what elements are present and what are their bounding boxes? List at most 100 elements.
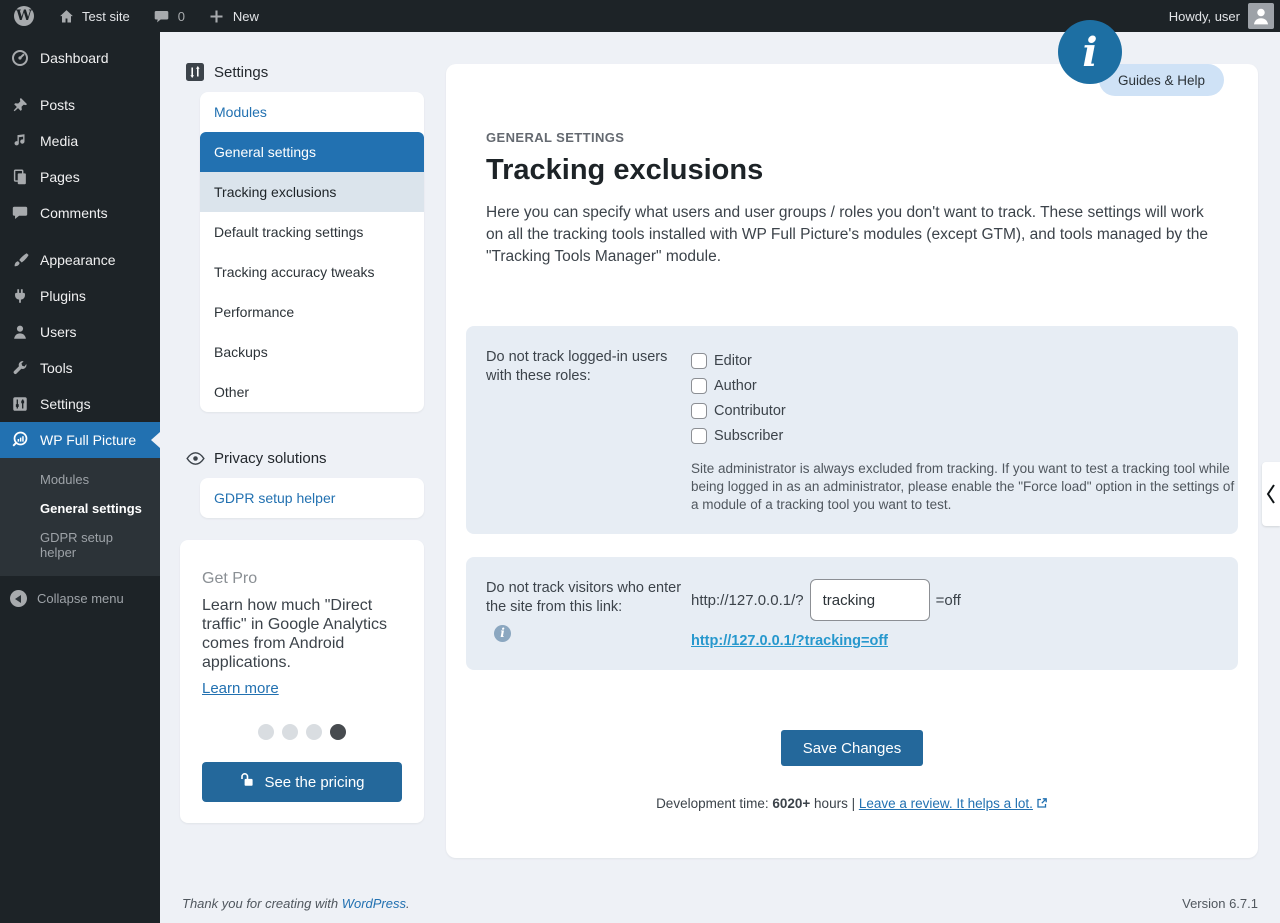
user-avatar[interactable] [1248, 3, 1274, 29]
settings-menu-tracking-accuracy-tweaks[interactable]: Tracking accuracy tweaks [214, 264, 375, 280]
link-field-label: Do not track visitors who enter the site… [486, 580, 682, 642]
sidebar-item-posts[interactable]: Posts [0, 87, 160, 123]
carousel-dot-3[interactable] [306, 724, 322, 740]
see-pricing-button[interactable]: See the pricing [202, 762, 402, 802]
plug-icon [10, 286, 30, 306]
privacy-menu-gdpr-setup-helper[interactable]: GDPR setup helper [214, 490, 336, 506]
settings-panel-icon [185, 62, 205, 82]
admin-sidebar: Dashboard Posts Media Pages Comments [0, 32, 160, 923]
privacy-title: Privacy solutions [214, 449, 327, 467]
sidebar-item-comments[interactable]: Comments [0, 195, 160, 231]
settings-menu-backups[interactable]: Backups [214, 344, 268, 360]
sidebar-item-settings[interactable]: Settings [0, 386, 160, 422]
privacy-menu: GDPR setup helper [200, 478, 424, 518]
sidebar-item-wp-full-picture[interactable]: WP Full Picture [0, 422, 160, 458]
wordpress-link[interactable]: WordPress [341, 896, 406, 911]
settings-menu-general-settings[interactable]: General settings [200, 132, 424, 172]
example-optout-link[interactable]: http://127.0.0.1/?tracking=off [691, 633, 889, 649]
settings-section-header: Settings [185, 62, 268, 82]
development-time-line: Development time: 6020+ hours | Leave a … [486, 796, 1218, 812]
get-pro-title: Get Pro [202, 570, 258, 587]
site-name: Test site [82, 8, 130, 24]
collapse-arrow-icon [10, 590, 27, 607]
admin-bar: W Test site 0 New Howdy, user [0, 0, 1280, 32]
author-checkbox[interactable] [691, 377, 707, 394]
active-menu-arrow [151, 432, 160, 448]
eye-icon [185, 448, 205, 468]
role-option-author[interactable]: Author [691, 373, 1239, 398]
role-option-contributor[interactable]: Contributor [691, 398, 1239, 423]
section-label: GENERAL SETTINGS [486, 130, 625, 145]
get-pro-text: Learn how much "Direct traffic" in Googl… [202, 597, 388, 671]
dev-hours: 6020+ [772, 796, 811, 811]
roles-field-box: Do not track logged-in users with these … [466, 326, 1238, 534]
sidebar-item-plugins[interactable]: Plugins [0, 278, 160, 314]
submenu-item-gdpr-setup-helper[interactable]: GDPR setup helper [40, 530, 113, 560]
save-changes-button[interactable]: Save Changes [780, 730, 924, 766]
learn-more-link[interactable]: Learn more [202, 680, 279, 697]
new-label: New [232, 8, 259, 24]
version-text: Version 6.7.1 [1182, 896, 1258, 911]
howdy-text[interactable]: Howdy, user [1168, 8, 1240, 24]
comment-bubble-icon [152, 6, 172, 26]
wordpress-logo-icon: W [14, 6, 34, 26]
brush-icon [10, 250, 30, 270]
submenu-item-general-settings[interactable]: General settings [40, 501, 142, 516]
chevron-left-icon [1266, 484, 1275, 504]
settings-menu-tracking-exclusions[interactable]: Tracking exclusions [200, 172, 424, 212]
site-link[interactable]: Test site [50, 0, 136, 32]
wordpress-logo-menu[interactable]: W [8, 0, 40, 32]
panel-collapse-tab[interactable] [1262, 462, 1280, 526]
pages-icon [10, 167, 30, 187]
submenu-item-modules[interactable]: Modules [40, 472, 90, 487]
settings-menu-performance[interactable]: Performance [214, 304, 295, 320]
subscriber-checkbox[interactable] [691, 427, 707, 444]
admin-footer: Thank you for creating with WordPress. V… [160, 887, 1280, 923]
external-link-icon [1036, 797, 1048, 812]
wp-full-picture-icon [10, 430, 30, 450]
sidebar-item-media[interactable]: Media [0, 123, 160, 159]
sliders-icon [10, 394, 30, 414]
page-description: Here you can specify what users and user… [486, 204, 1209, 265]
settings-menu-other[interactable]: Other [214, 384, 250, 400]
editor-checkbox[interactable] [691, 352, 707, 369]
info-tooltip-icon[interactable]: i [494, 625, 511, 642]
page-title: Tracking exclusions [486, 154, 764, 186]
leave-review-link[interactable]: Leave a review. It helps a lot. [859, 796, 1048, 811]
settings-menu-modules[interactable]: Modules [214, 104, 267, 120]
carousel-dot-1[interactable] [258, 724, 274, 740]
get-pro-card: Get Pro Learn how much "Direct traffic" … [180, 540, 424, 823]
user-icon [10, 322, 30, 342]
sidebar-item-dashboard[interactable]: Dashboard [0, 40, 160, 76]
carousel-dot-4[interactable] [330, 724, 346, 740]
sidebar-item-pages[interactable]: Pages [0, 159, 160, 195]
sidebar-item-tools[interactable]: Tools [0, 350, 160, 386]
settings-menu-default-tracking-settings[interactable]: Default tracking settings [214, 224, 364, 240]
tracking-param-input[interactable] [809, 579, 930, 621]
contributor-checkbox[interactable] [691, 402, 707, 419]
open-lock-icon [239, 772, 255, 792]
sidebar-item-appearance[interactable]: Appearance [0, 242, 160, 278]
settings-menu: Modules General settings Tracking exclus… [200, 92, 424, 412]
role-option-subscriber[interactable]: Subscriber [691, 423, 1239, 448]
guides-help-button[interactable]: Guides & Help [1098, 64, 1224, 96]
roles-field-label: Do not track logged-in users with these … [486, 349, 668, 384]
comment-count: 0 [177, 8, 185, 24]
url-prefix: http://127.0.0.1/? [691, 591, 804, 609]
sidebar-item-users[interactable]: Users [0, 314, 160, 350]
pushpin-icon [10, 95, 30, 115]
comments-shortcut[interactable]: 0 [146, 0, 191, 32]
new-content-menu[interactable]: New [201, 0, 265, 32]
privacy-section-header: Privacy solutions [185, 448, 327, 468]
content-area: Settings Modules General settings Tracki… [160, 32, 1280, 923]
plus-icon [207, 6, 227, 26]
carousel-dot-2[interactable] [282, 724, 298, 740]
role-option-editor[interactable]: Editor [691, 348, 1239, 373]
link-field-box: Do not track visitors who enter the site… [466, 557, 1238, 670]
collapse-menu-button[interactable]: Collapse menu [0, 580, 160, 617]
administrator-note: Site administrator is always excluded fr… [691, 461, 1235, 512]
media-icon [10, 131, 30, 151]
help-info-button[interactable]: i [1058, 20, 1122, 84]
comments-icon [10, 203, 30, 223]
url-suffix: =off [935, 591, 961, 609]
